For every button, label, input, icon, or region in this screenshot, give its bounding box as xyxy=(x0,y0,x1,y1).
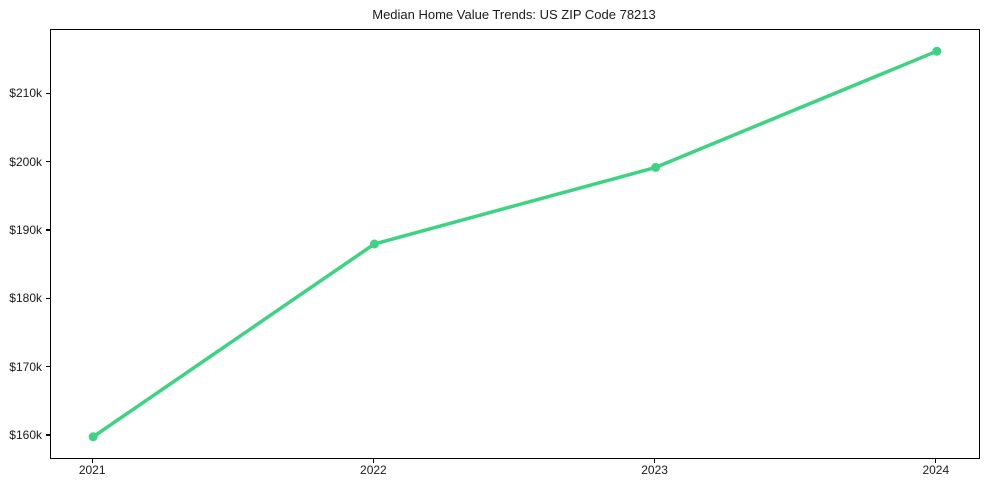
line-chart-svg xyxy=(88,46,942,442)
x-tick-label: 2021 xyxy=(78,463,106,477)
data-point-marker xyxy=(88,432,98,442)
data-point-marker xyxy=(932,46,942,56)
x-tick-label: 2023 xyxy=(641,463,668,477)
x-tick-mark xyxy=(653,458,656,463)
data-point-marker xyxy=(369,239,379,249)
y-tick-mark xyxy=(46,229,50,231)
y-tick-mark xyxy=(46,297,50,300)
y-tick-label: $160k xyxy=(9,428,42,443)
y-tick-mark xyxy=(46,92,50,94)
trend-line xyxy=(91,49,939,439)
y-tick-label: $170k xyxy=(9,359,42,374)
x-tick-mark xyxy=(91,458,93,463)
x-tick-label: 2022 xyxy=(360,463,387,477)
y-tick-label: $190k xyxy=(9,223,42,237)
y-tick-mark xyxy=(46,434,50,436)
y-tick-label: $210k xyxy=(9,86,42,101)
data-point-marker xyxy=(651,162,661,172)
y-tick-mark xyxy=(46,366,50,368)
x-tick-label: 2024 xyxy=(922,463,950,477)
plot-area xyxy=(50,29,980,459)
y-tick-label: $180k xyxy=(9,291,42,306)
y-tick-label: $200k xyxy=(9,154,42,169)
y-tick-mark xyxy=(46,160,50,163)
chart-title: Median Home Value Trends: US ZIP Code 78… xyxy=(372,7,656,22)
x-tick-mark xyxy=(935,458,937,463)
x-tick-mark xyxy=(372,458,375,463)
